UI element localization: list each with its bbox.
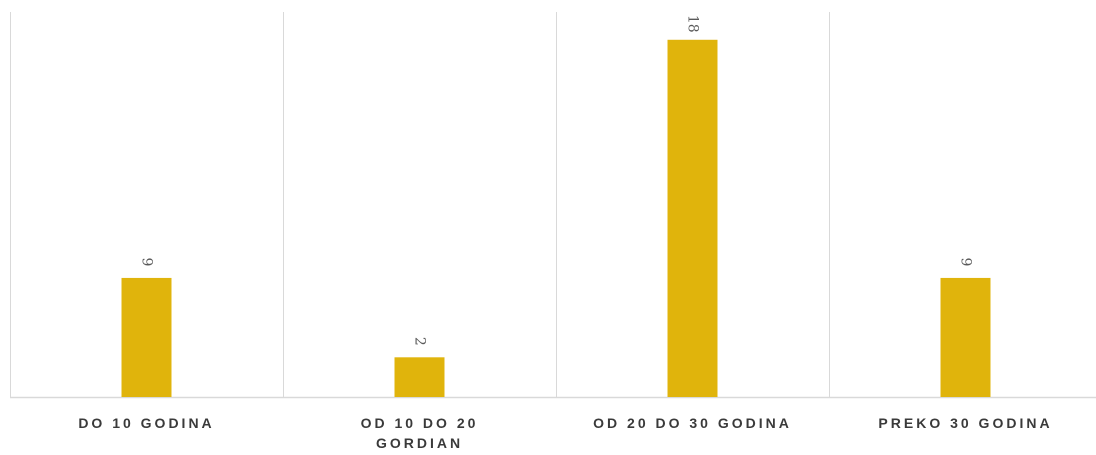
category-label: GORDIAN: [376, 435, 463, 451]
data-label: 2: [412, 337, 428, 346]
category-label: OD 10 DO 20: [361, 415, 479, 431]
category-label: PREKO 30 GODINA: [878, 415, 1052, 431]
bar: [667, 39, 718, 397]
data-label: 18: [685, 15, 701, 33]
bar: [940, 277, 991, 397]
bar: [394, 357, 445, 397]
category-label: OD 20 DO 30 GODINA: [593, 415, 792, 431]
data-label: 9: [139, 257, 155, 266]
category-label: DO 10 GODINA: [78, 415, 214, 431]
bar: [121, 277, 172, 397]
data-label: 9: [958, 257, 974, 266]
